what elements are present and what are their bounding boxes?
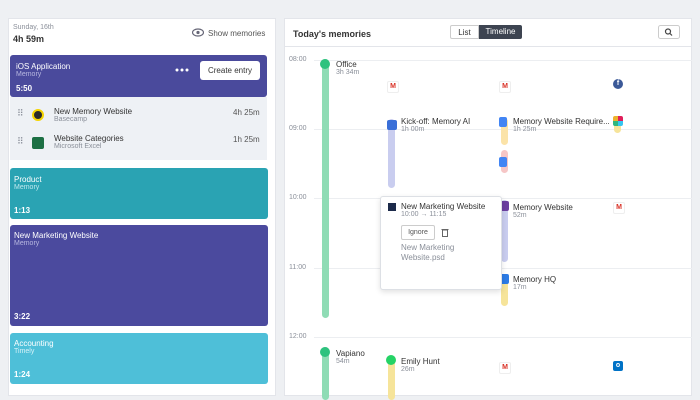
entry-duration: 54m	[336, 358, 350, 365]
ignore-button[interactable]: Ignore	[401, 225, 435, 240]
date: Sunday, 16th	[13, 24, 54, 31]
popup-range: 10:00 → 11:15	[401, 211, 447, 218]
docs-icon	[499, 117, 507, 127]
active-subtitle: Memory	[16, 71, 42, 78]
call-bar[interactable]	[388, 356, 395, 400]
project-time: 3:22	[14, 312, 31, 321]
eye-icon	[192, 28, 204, 37]
drag-handle[interactable]: ⠿	[17, 136, 24, 146]
panel-title: Today's memories	[293, 29, 372, 39]
entry-title: Memory Website	[513, 203, 573, 212]
item-app: Basecamp	[54, 116, 88, 123]
project-card[interactable]	[10, 333, 268, 384]
timeline-tab[interactable]: Timeline	[479, 25, 522, 39]
hour-line	[314, 198, 692, 199]
item-app: Microsoft Excel	[54, 143, 102, 150]
item-title: Website Categories	[54, 134, 124, 143]
slack-icon	[613, 116, 623, 126]
gmail-icon: M	[613, 202, 625, 214]
project-card[interactable]	[10, 225, 268, 326]
psd-icon	[388, 203, 396, 211]
project-time: 1:13	[14, 206, 31, 215]
hour-label: 08:00	[289, 56, 307, 63]
gmail-icon: M	[387, 81, 399, 93]
location-icon	[320, 59, 330, 69]
active-time: 5:50	[16, 84, 33, 93]
hour-line	[314, 337, 692, 338]
excel-icon	[32, 137, 44, 149]
entry-duration: 1h 00m	[401, 126, 425, 133]
list-tab[interactable]: List	[450, 25, 479, 39]
project-subtitle: Memory	[14, 240, 40, 247]
doc-bar[interactable]	[501, 118, 508, 145]
item-duration: 4h 25m	[233, 108, 260, 117]
facebook-icon: f	[613, 79, 623, 89]
hour-label: 11:00	[289, 264, 306, 271]
create-entry-button[interactable]: Create entry	[200, 61, 260, 80]
whatsapp-icon	[386, 355, 396, 365]
project-card[interactable]	[10, 168, 268, 219]
gmail-icon: M	[499, 81, 511, 93]
meeting-bar[interactable]	[388, 119, 395, 188]
divider	[284, 46, 692, 47]
project-title: New Marketing Website	[14, 231, 99, 240]
more-icon[interactable]	[175, 68, 189, 72]
entry-title: Memory Website Require...	[513, 117, 610, 126]
project-subtitle: Timely	[14, 348, 35, 355]
outlook-icon: o	[613, 361, 623, 371]
basecamp-icon	[32, 109, 44, 121]
item-duration: 1h 25m	[233, 135, 260, 144]
entry-duration: 26m	[401, 366, 415, 373]
search-button[interactable]	[658, 25, 680, 39]
project-title: Product	[14, 175, 42, 184]
trash-icon[interactable]	[441, 228, 449, 237]
active-items	[10, 97, 267, 160]
show-memories[interactable]: Show memories	[208, 29, 266, 38]
entry-duration: 52m	[513, 212, 527, 219]
entry-duration: 1h 25m	[513, 126, 537, 133]
drag-handle[interactable]: ⠿	[17, 108, 24, 118]
hour-label: 09:00	[289, 125, 307, 132]
project-title: Accounting	[14, 339, 54, 348]
popup-file: New Marketing Website.psd	[401, 243, 455, 262]
total: 4h 59m	[13, 34, 45, 44]
hq-bar[interactable]	[501, 276, 508, 306]
vapiano-bar[interactable]	[322, 347, 329, 400]
location-icon	[320, 347, 330, 357]
gmail-icon: M	[499, 362, 511, 374]
project-time: 1:24	[14, 370, 31, 379]
entry-duration: 17m	[513, 284, 527, 291]
entry-title: Kick-off: Memory AI	[401, 117, 471, 126]
hour-line	[314, 60, 692, 61]
website-bar[interactable]	[501, 200, 508, 262]
entry-title: Office	[336, 60, 357, 69]
hour-label: 12:00	[289, 333, 307, 340]
entry-duration: 3h 34m	[336, 69, 360, 76]
item-title: New Memory Website	[54, 107, 133, 116]
active-title: iOS Application	[16, 62, 71, 71]
entry-title: Emily Hunt	[401, 357, 440, 366]
hour-line	[314, 268, 692, 269]
docs-icon	[499, 157, 507, 167]
popup-title: New Marketing Website	[401, 202, 486, 211]
office-bar[interactable]	[322, 59, 329, 318]
calendar-icon	[387, 120, 397, 130]
vs-icon	[499, 201, 509, 211]
app-icon	[499, 274, 509, 284]
project-subtitle: Memory	[14, 184, 40, 191]
popup-card[interactable]	[380, 196, 502, 290]
entry-title: Memory HQ	[513, 275, 557, 284]
entry-title: Vapiano	[336, 349, 365, 358]
hour-label: 10:00	[289, 194, 307, 201]
